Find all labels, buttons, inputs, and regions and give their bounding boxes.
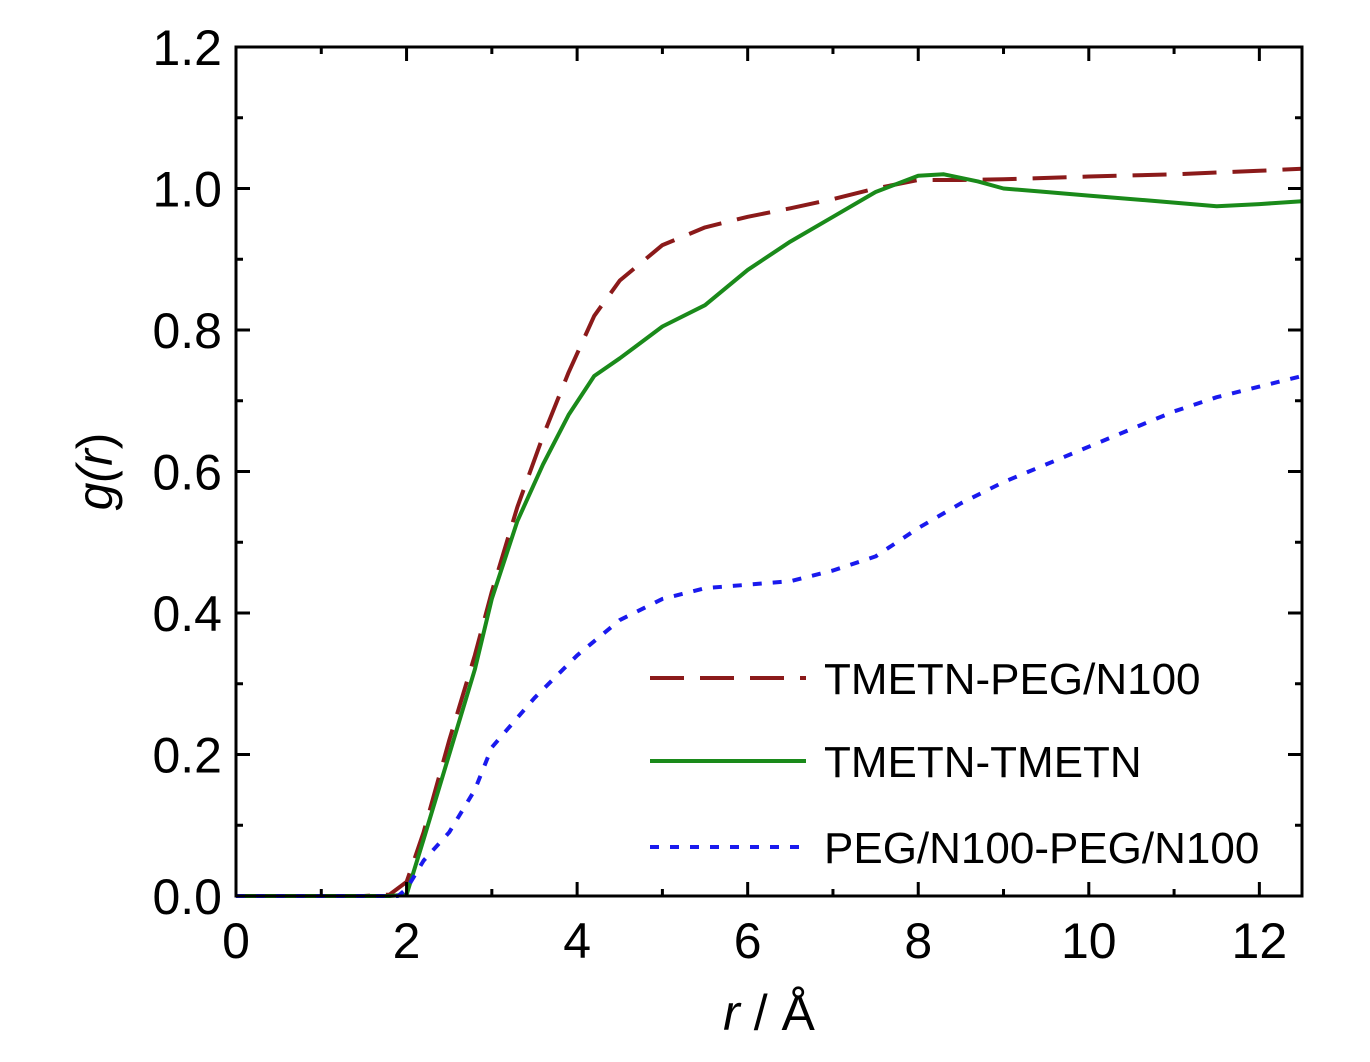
x-tick-label: 12 [1232,913,1288,969]
y-tick-label: 1.2 [152,20,222,76]
y-tick-label: 0.4 [152,586,222,642]
y-axis-title-suffix: ) [67,433,123,450]
legend-label-0: TMETN-PEG/N100 [824,655,1201,704]
x-axis-title-variable: r [723,985,742,1041]
y-tick-label: 1.0 [152,162,222,218]
x-tick-label: 2 [393,913,421,969]
series-line-2 [236,374,1303,898]
series-line-0 [236,166,1303,898]
y-axis: 0.0 0.2 0.4 0.6 0.8 1.0 1.2 [152,20,1302,925]
y-axis-title: g(r) [67,433,123,511]
y-tick-label: 0.2 [152,728,222,784]
x-axis: 0 2 4 6 8 10 12 [222,47,1287,969]
y-axis-title-prefix: g( [67,462,123,511]
series-line-1 [236,172,1303,898]
x-tick-label: 4 [563,913,591,969]
x-tick-label: 6 [734,913,762,969]
legend: TMETN-PEG/N100 TMETN-TMETN PEG/N100-PEG/N1… [650,655,1259,873]
y-tick-label: 0.8 [152,303,222,359]
x-tick-label: 8 [904,913,932,969]
y-axis-title-variable: r [67,447,123,466]
x-axis-title: r / Å [723,985,815,1041]
legend-label-1: TMETN-TMETN [824,738,1142,787]
x-tick-label: 0 [222,913,250,969]
x-tick-label: 10 [1061,913,1117,969]
y-tick-label: 0.6 [152,445,222,501]
y-tick-label: 0.0 [152,869,222,925]
x-axis-title-unit: / Å [740,985,816,1041]
legend-label-2: PEG/N100-PEG/N100 [824,824,1259,873]
plot-area [236,166,1303,898]
